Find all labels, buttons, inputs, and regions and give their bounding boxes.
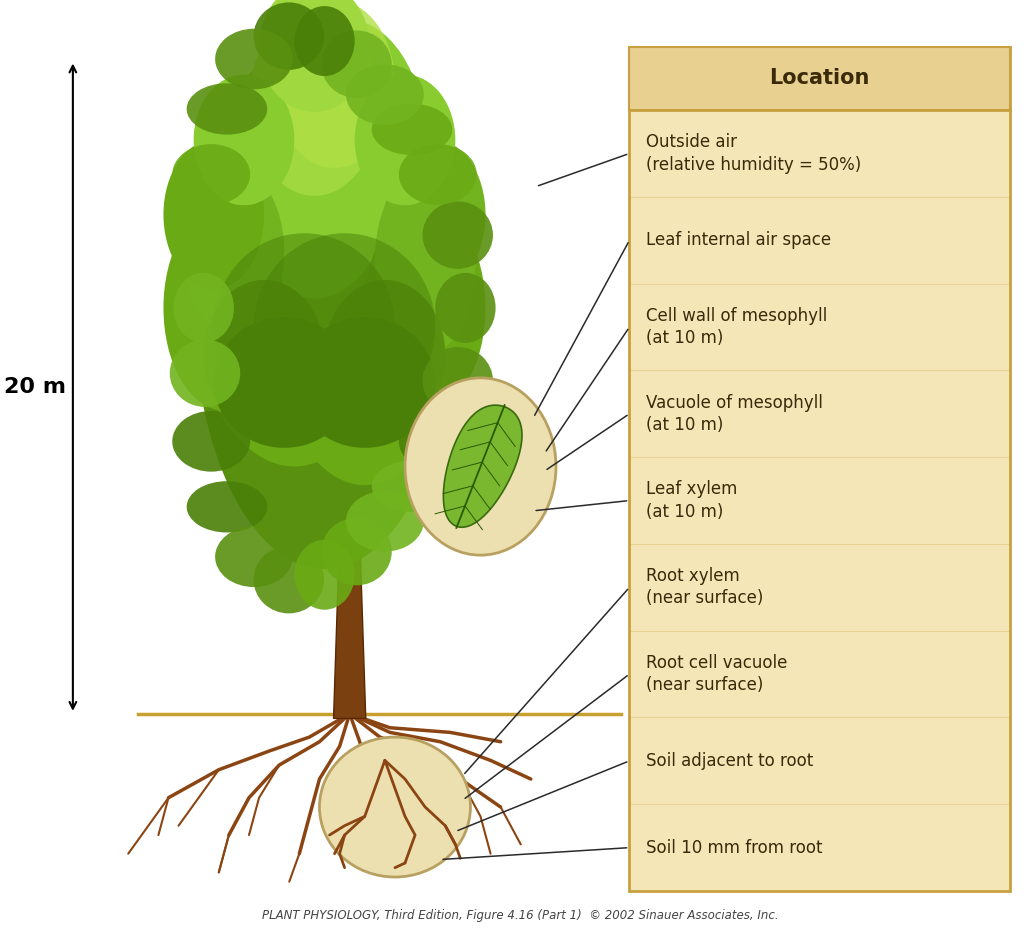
Ellipse shape — [274, 0, 395, 168]
Ellipse shape — [375, 168, 475, 355]
Text: Location: Location — [769, 68, 869, 89]
Ellipse shape — [365, 205, 485, 411]
Polygon shape — [334, 522, 366, 718]
Ellipse shape — [325, 280, 445, 429]
Ellipse shape — [214, 317, 354, 448]
Ellipse shape — [183, 56, 406, 466]
Ellipse shape — [173, 273, 233, 342]
Ellipse shape — [164, 205, 285, 411]
Ellipse shape — [214, 47, 395, 383]
Text: Soil 10 mm from root: Soil 10 mm from root — [645, 839, 822, 856]
Ellipse shape — [319, 737, 470, 877]
Ellipse shape — [194, 75, 294, 205]
Ellipse shape — [294, 539, 354, 610]
Text: Outside air
(relative humidity = 50%): Outside air (relative humidity = 50%) — [645, 133, 861, 174]
Text: PLANT PHYSIOLOGY, Third Edition, Figure 4.16 (Part 1)  © 2002 Sinauer Associates: PLANT PHYSIOLOGY, Third Edition, Figure … — [262, 909, 779, 922]
Ellipse shape — [170, 209, 241, 276]
Ellipse shape — [406, 378, 556, 555]
Ellipse shape — [215, 526, 293, 587]
Ellipse shape — [372, 461, 453, 512]
Ellipse shape — [399, 411, 477, 472]
Text: Vacuole of mesophyll
(at 10 m): Vacuole of mesophyll (at 10 m) — [645, 394, 822, 434]
Ellipse shape — [172, 411, 250, 471]
Ellipse shape — [186, 83, 267, 134]
Ellipse shape — [435, 273, 496, 342]
Ellipse shape — [183, 168, 285, 336]
Ellipse shape — [399, 144, 477, 205]
FancyBboxPatch shape — [630, 47, 1010, 891]
Ellipse shape — [249, 9, 380, 196]
Text: Soil adjacent to root: Soil adjacent to root — [645, 752, 813, 770]
Ellipse shape — [354, 75, 456, 205]
Ellipse shape — [423, 202, 493, 269]
Ellipse shape — [322, 518, 392, 585]
Ellipse shape — [254, 233, 435, 420]
Text: Root cell vacuole
(near surface): Root cell vacuole (near surface) — [645, 654, 786, 694]
Ellipse shape — [164, 140, 264, 289]
Ellipse shape — [254, 3, 324, 70]
Ellipse shape — [423, 347, 493, 414]
Text: Leaf xylem
(at 10 m): Leaf xylem (at 10 m) — [645, 480, 737, 521]
Text: 20 m: 20 m — [4, 377, 66, 397]
Ellipse shape — [172, 144, 250, 204]
FancyBboxPatch shape — [630, 47, 1010, 110]
Ellipse shape — [170, 340, 241, 407]
Ellipse shape — [186, 481, 267, 533]
Polygon shape — [443, 405, 522, 527]
Ellipse shape — [294, 317, 435, 448]
Ellipse shape — [194, 47, 456, 569]
Ellipse shape — [233, 37, 395, 299]
Ellipse shape — [294, 6, 354, 76]
Ellipse shape — [204, 280, 325, 429]
Ellipse shape — [214, 233, 395, 420]
Ellipse shape — [346, 491, 424, 551]
Text: Leaf internal air space: Leaf internal air space — [645, 231, 830, 249]
Ellipse shape — [264, 19, 425, 261]
Ellipse shape — [264, 37, 445, 355]
Ellipse shape — [215, 29, 293, 90]
Ellipse shape — [372, 104, 453, 155]
Ellipse shape — [254, 546, 324, 613]
Ellipse shape — [259, 0, 370, 112]
Ellipse shape — [385, 140, 485, 289]
Text: Root xylem
(near surface): Root xylem (near surface) — [645, 567, 763, 607]
Ellipse shape — [346, 64, 424, 125]
Text: Cell wall of mesophyll
(at 10 m): Cell wall of mesophyll (at 10 m) — [645, 307, 826, 347]
Ellipse shape — [264, 93, 465, 485]
Ellipse shape — [322, 31, 392, 98]
